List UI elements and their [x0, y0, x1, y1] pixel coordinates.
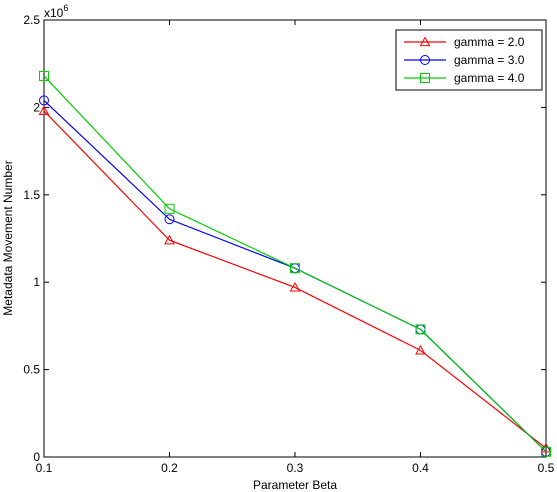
x-axis-label: Parameter Beta	[253, 478, 337, 492]
x-tick-label: 0.1	[36, 461, 53, 475]
data-point	[415, 324, 426, 335]
y-tick-label: 2	[33, 100, 40, 114]
x-tick-label: 0.5	[538, 461, 555, 475]
y-tick-label: 2.5	[23, 13, 40, 27]
data-point	[290, 263, 300, 274]
series-layer	[38, 70, 552, 457]
plot-area	[43, 19, 547, 458]
x-axis-ticks: 0.1 0.2 0.3 0.4 0.5	[36, 20, 555, 475]
legend-marker	[420, 55, 430, 65]
y-exponent-base: x10	[44, 6, 64, 20]
x-tick-label: 0.3	[287, 461, 304, 475]
data-point	[39, 95, 49, 106]
legend-marker	[419, 36, 431, 47]
series-line	[43, 75, 547, 453]
legend-marker	[420, 73, 430, 83]
data-point	[39, 70, 49, 81]
series-line	[43, 110, 547, 449]
data-point	[38, 105, 50, 115]
data-point	[289, 281, 301, 292]
y-axis-ticks: 0 0.5 1 1.5 2 2.5	[23, 13, 546, 464]
data-point	[164, 214, 175, 225]
legend: gamma = 2.0 gamma = 3.0 gamma = 4.0	[395, 29, 543, 91]
y-tick-label: 0	[33, 450, 40, 464]
y-exponent-power: 6	[63, 3, 68, 13]
data-point	[541, 446, 551, 457]
y-tick-label: 1.5	[23, 188, 40, 202]
x-tick-label: 0.2	[161, 461, 178, 475]
legend-label: gamma = 4.0	[454, 71, 525, 85]
series-3	[39, 70, 551, 457]
y-axis-label: Metadata Movement Number	[1, 160, 15, 315]
legend-label: gamma = 3.0	[454, 53, 525, 67]
y-exponent-label: x106	[44, 3, 68, 20]
y-tick-label: 0.5	[23, 363, 40, 377]
y-tick-label: 1	[33, 275, 40, 289]
data-point	[164, 203, 175, 214]
data-point	[415, 344, 426, 355]
x-tick-label: 0.4	[412, 461, 429, 475]
data-point	[164, 234, 175, 245]
legend-label: gamma = 2.0	[454, 35, 525, 49]
